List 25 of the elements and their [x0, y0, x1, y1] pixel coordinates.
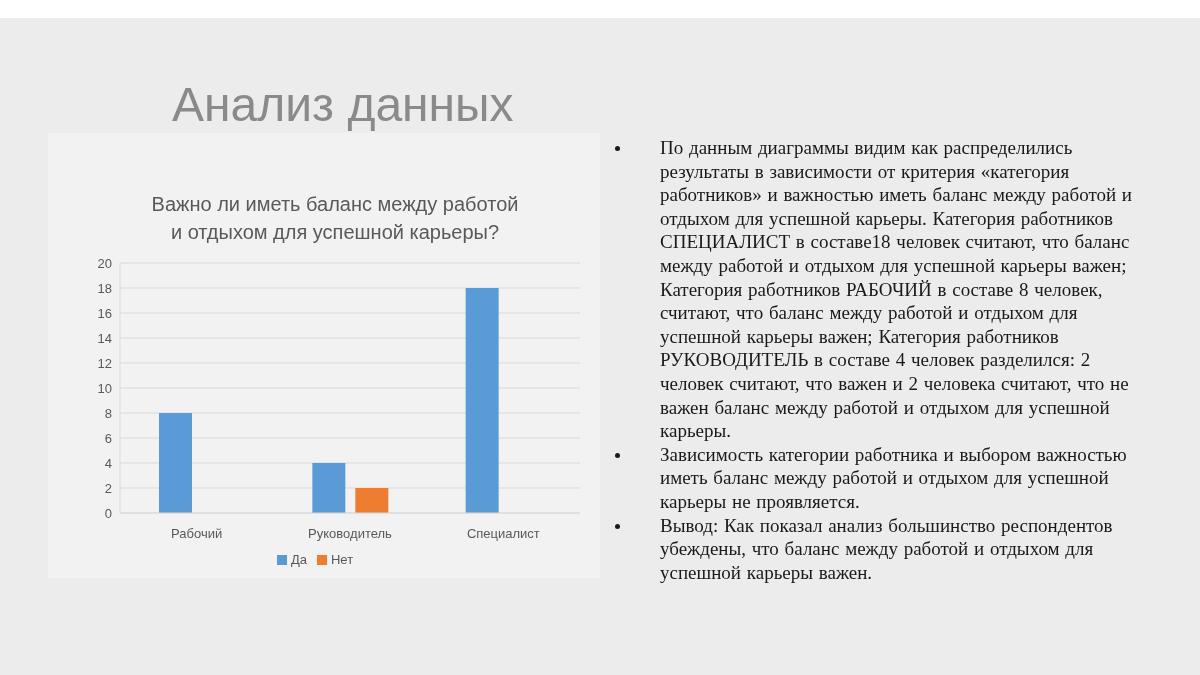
y-tick-label: 18 [97, 280, 112, 296]
y-tick-label: 0 [104, 505, 112, 521]
y-tick-label: 6 [104, 430, 112, 446]
legend-label: Нет [330, 552, 354, 567]
x-tick-label: Специалист [466, 526, 540, 542]
y-tick-label: 12 [97, 355, 112, 371]
text: По данным диаграммы видим как распределились результаты в зависимости от критерия «категория работников» и важностью иметь баланс между работой и отдыхом для успешной карьеры. Категория работников СПЕЦИАЛИСТ в составе18 человек считают, что баланс между работой и отдыхом для успешной карьеры важен; Категория работников РАБОЧИЙ в составе 8 человек, считают, что баланс между работой и отдыхом для успешной карьеры важен; Категория работников РУКОВОДИТЕЛЬ в составе 4 человек разделился: 2 человек считают, что важен и 2 человека считают, что не важен баланс между работой и отдыхом для успешной карьеры. [660, 137, 1133, 442]
text: Анализ данных [172, 78, 514, 131]
y-tick-label: 20 [97, 255, 112, 271]
text: Вывод: Как показал анализ большинство респондентов убеждены, что баланс между работой и отдыхом для успешной карьеры важен. [660, 514, 1113, 583]
y-tick-label: 4 [104, 455, 112, 471]
x-tick-label: Руководитель [308, 526, 393, 542]
y-tick-label: 14 [97, 330, 112, 346]
y-tick-label: 2 [104, 480, 112, 496]
bar [312, 463, 346, 513]
legend-label: Да [290, 552, 307, 567]
y-tick-label: 16 [97, 305, 112, 321]
y-tick-label: 10 [97, 380, 112, 396]
bar [355, 488, 389, 513]
x-tick-label: Рабочий [171, 526, 223, 542]
bar [159, 413, 192, 513]
bar [465, 288, 499, 513]
y-tick-label: 8 [104, 405, 112, 421]
text: Зависимость категории работника и выбором важностью иметь баланс между работой и отдыхом для успешной карьеры не проявляется. [660, 443, 1127, 512]
chart-title: Важно ли иметь баланс между работой и отдыхом для успешной карьеры? [151, 193, 519, 243]
